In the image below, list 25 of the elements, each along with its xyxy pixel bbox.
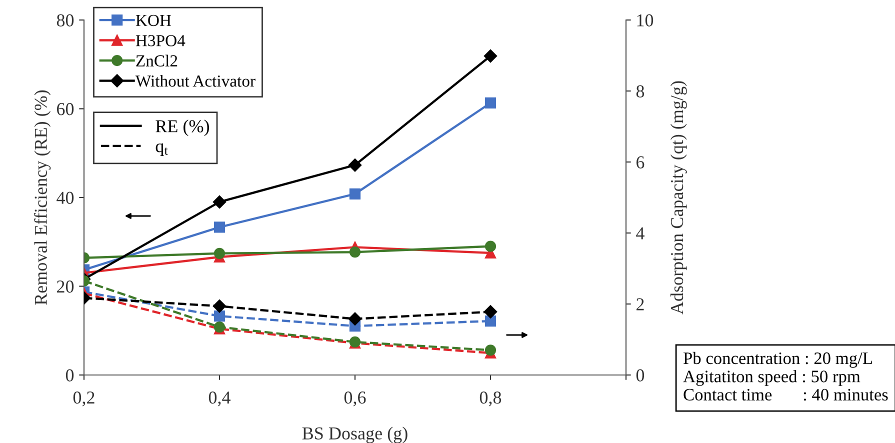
y2-axis-title: Adsorption Capacity (qt) (mg/g) bbox=[670, 81, 687, 314]
x-tick-label: 0,8 bbox=[480, 391, 502, 406]
legend-label: H3PO4 bbox=[136, 35, 186, 46]
text: Pb concentration : 20 mg/L Agitatiton speed : 50 rpm Contact time : 40 minutes bbox=[683, 352, 888, 401]
y2-tick-label: 4 bbox=[636, 227, 644, 240]
x-tick-label: 0,6 bbox=[344, 391, 366, 406]
y-tick-label: 0 bbox=[66, 369, 74, 382]
y2-tick-label: 2 bbox=[636, 298, 644, 310]
y-tick-label: 40 bbox=[56, 192, 74, 204]
legend-label: ZnCl2 bbox=[136, 54, 178, 67]
y-tick-label: 60 bbox=[57, 103, 74, 116]
legend-label: KOH bbox=[136, 14, 172, 26]
annotation: RE (%) bbox=[156, 120, 210, 136]
legend-label: Without Activator bbox=[135, 74, 256, 87]
y-tick-label: 80 bbox=[56, 14, 74, 26]
annotation: q$_{t}$ bbox=[156, 143, 168, 156]
y2-tick-label: 10 bbox=[637, 14, 654, 26]
y-tick-label: 20 bbox=[57, 280, 74, 293]
y2-tick-label: 8 bbox=[636, 85, 644, 98]
x-tick-label: 0,4 bbox=[208, 391, 231, 406]
y2-tick-label: 6 bbox=[636, 156, 644, 168]
y2-tick-label: 0 bbox=[636, 369, 644, 382]
y-axis-title: Removal Efficiency (RE) (%) bbox=[34, 90, 51, 305]
x-tick-label: 0,2 bbox=[73, 391, 94, 406]
x-axis-title: BS Dosage (g) bbox=[302, 426, 408, 443]
